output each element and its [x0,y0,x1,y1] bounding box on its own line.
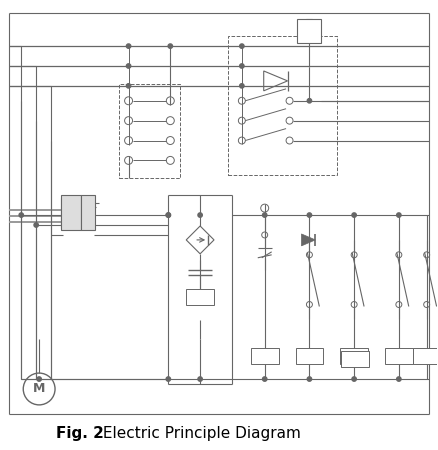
Bar [297,19,321,43]
Bar [385,348,413,364]
Bar [341,351,369,367]
Text: Fig. 2: Fig. 2 [56,426,104,441]
Bar [119,84,180,178]
Circle shape [127,84,131,88]
Circle shape [262,213,267,217]
Bar [340,348,368,364]
Bar [251,348,279,364]
Bar [228,36,337,176]
Circle shape [352,377,357,381]
Circle shape [198,377,202,381]
Polygon shape [301,234,315,246]
Circle shape [37,377,41,381]
Circle shape [127,64,131,68]
Text: Electric Principle Diagram: Electric Principle Diagram [98,426,300,441]
Bar [61,198,85,228]
Circle shape [307,377,311,381]
Circle shape [166,213,170,217]
Circle shape [166,377,170,381]
Circle shape [19,213,24,217]
Bar [296,348,323,364]
Circle shape [307,213,311,217]
Bar [81,195,95,230]
Circle shape [240,64,244,68]
Circle shape [262,377,267,381]
Circle shape [198,213,202,217]
Circle shape [168,44,173,48]
Circle shape [240,44,244,48]
Bar [61,195,81,230]
Circle shape [397,213,401,217]
Bar [413,348,438,364]
Circle shape [352,213,357,217]
Circle shape [397,377,401,381]
Bar [75,198,91,228]
Circle shape [307,99,311,103]
Bar [186,288,214,305]
Circle shape [166,213,170,217]
Circle shape [34,223,39,227]
Text: M: M [33,382,46,396]
Circle shape [127,44,131,48]
Circle shape [240,84,244,88]
